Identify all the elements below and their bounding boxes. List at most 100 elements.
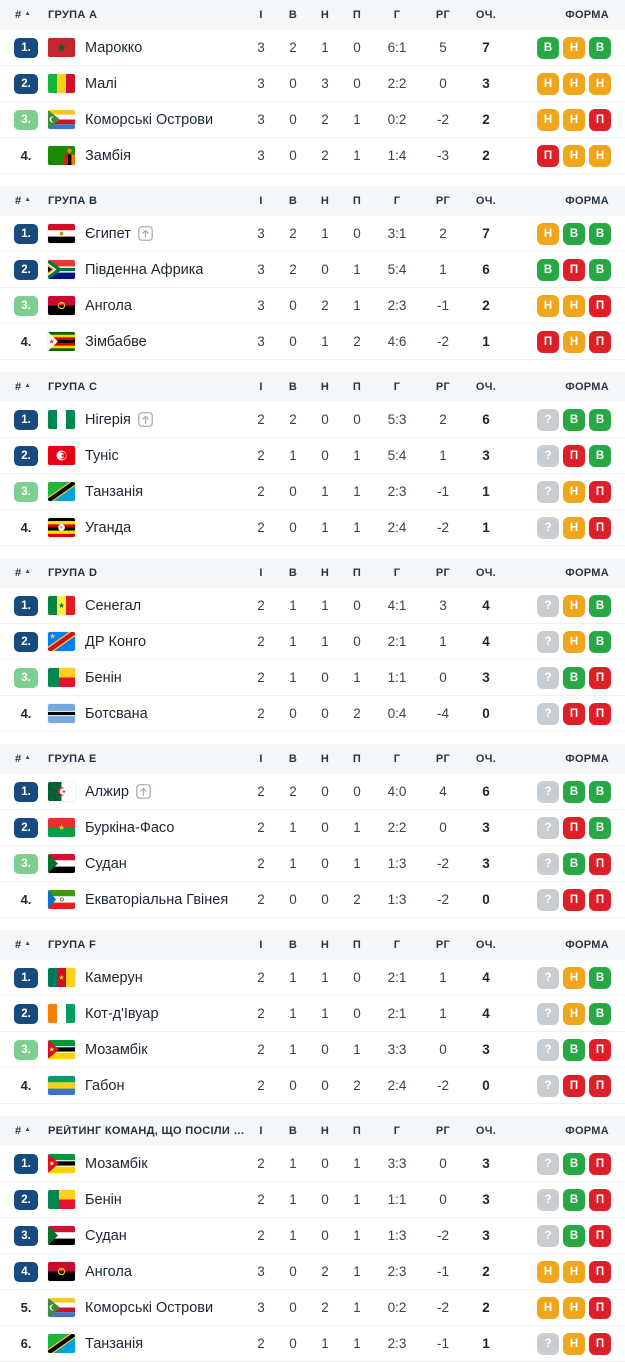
form-loss-badge[interactable]: П [563,888,585,911]
form-win-badge[interactable]: В [589,966,611,989]
form-unknown-badge[interactable]: ? [537,1038,559,1061]
team-row[interactable]: 1. Камерун 2 1 1 0 2:1 1 4 ? Н В [0,960,625,996]
form-win-badge[interactable]: В [589,258,611,281]
form-loss-badge[interactable]: П [589,294,611,317]
form-win-badge[interactable]: В [589,222,611,245]
team-name[interactable]: Габон [85,1077,125,1094]
form-loss-badge[interactable]: П [589,108,611,131]
team-row[interactable]: 3. Мозамбік 2 1 0 1 3:3 0 3 ? В П [0,1032,625,1068]
team-name[interactable]: Бенін [85,669,122,686]
form-loss-badge[interactable]: П [589,516,611,539]
form-unknown-badge[interactable]: ? [537,888,559,911]
form-loss-badge[interactable]: П [563,1074,585,1097]
form-loss-badge[interactable]: П [589,702,611,725]
team-name[interactable]: Бенін [85,1191,122,1208]
form-draw-badge[interactable]: Н [537,1296,559,1319]
form-win-badge[interactable]: В [563,1152,585,1175]
form-loss-badge[interactable]: П [563,444,585,467]
form-loss-badge[interactable]: П [589,1074,611,1097]
team-name[interactable]: Зімбабве [85,333,147,350]
form-loss-badge[interactable]: П [589,480,611,503]
team-row[interactable]: 4. Габон 2 0 0 2 2:4 -2 0 ? П П [0,1068,625,1104]
form-unknown-badge[interactable]: ? [537,1332,559,1355]
form-draw-badge[interactable]: Н [537,294,559,317]
team-name[interactable]: Судан [85,855,127,872]
form-loss-badge[interactable]: П [563,258,585,281]
sort-by-position[interactable]: # ▲ [0,381,46,393]
form-draw-badge[interactable]: Н [563,480,585,503]
team-row[interactable]: 3. Судан 2 1 0 1 1:3 -2 3 ? В П [0,1218,625,1254]
form-loss-badge[interactable]: П [563,702,585,725]
form-win-badge[interactable]: В [589,408,611,431]
form-loss-badge[interactable]: П [589,1152,611,1175]
team-name[interactable]: Нігерія [85,411,131,428]
form-draw-badge[interactable]: Н [537,72,559,95]
team-name[interactable]: Кот-д'Івуар [85,1005,159,1022]
team-name[interactable]: Південна Африка [85,261,204,278]
form-draw-badge[interactable]: Н [563,630,585,653]
form-win-badge[interactable]: В [563,780,585,803]
form-draw-badge[interactable]: Н [563,144,585,167]
team-name[interactable]: Судан [85,1227,127,1244]
form-unknown-badge[interactable]: ? [537,1188,559,1211]
team-row[interactable]: 2. Туніс 2 1 0 1 5:4 1 3 ? П В [0,438,625,474]
team-name[interactable]: Уганда [85,519,132,536]
team-row[interactable]: 3. Танзанія 2 0 1 1 2:3 -1 1 ? Н П [0,474,625,510]
form-unknown-badge[interactable]: ? [537,594,559,617]
team-name[interactable]: Буркіна-Фасо [85,819,175,836]
form-win-badge[interactable]: В [563,222,585,245]
form-unknown-badge[interactable]: ? [537,408,559,431]
sort-by-position[interactable]: # ▲ [0,939,46,951]
form-win-badge[interactable]: В [537,258,559,281]
form-draw-badge[interactable]: Н [537,108,559,131]
form-unknown-badge[interactable]: ? [537,852,559,875]
form-loss-badge[interactable]: П [589,1038,611,1061]
team-row[interactable]: 6. Танзанія 2 0 1 1 2:3 -1 1 ? Н П [0,1326,625,1362]
form-unknown-badge[interactable]: ? [537,630,559,653]
form-loss-badge[interactable]: П [589,666,611,689]
form-loss-badge[interactable]: П [537,144,559,167]
form-draw-badge[interactable]: Н [563,330,585,353]
team-name[interactable]: Ангола [85,297,132,314]
form-loss-badge[interactable]: П [589,1260,611,1283]
form-loss-badge[interactable]: П [589,1188,611,1211]
team-row[interactable]: 2. Кот-д'Івуар 2 1 1 0 2:1 1 4 ? Н В [0,996,625,1032]
team-name[interactable]: Алжир [85,783,129,800]
form-win-badge[interactable]: В [589,594,611,617]
team-name[interactable]: Коморські Острови [85,111,214,128]
team-row[interactable]: 1. Алжир 2 2 0 0 4:0 4 6 ? В В [0,774,625,810]
form-draw-badge[interactable]: Н [563,594,585,617]
form-draw-badge[interactable]: Н [563,1332,585,1355]
form-draw-badge[interactable]: Н [563,294,585,317]
team-row[interactable]: 4. Екваторіальна Гвінея 2 0 0 2 1:3 -2 0… [0,882,625,918]
form-loss-badge[interactable]: П [589,1224,611,1247]
form-loss-badge[interactable]: П [537,330,559,353]
form-loss-badge[interactable]: П [589,852,611,875]
form-draw-badge[interactable]: Н [589,144,611,167]
team-name[interactable]: Марокко [85,39,143,56]
form-unknown-badge[interactable]: ? [537,480,559,503]
form-draw-badge[interactable]: Н [563,1260,585,1283]
team-name[interactable]: Екваторіальна Гвінея [85,891,229,908]
form-win-badge[interactable]: В [563,1188,585,1211]
form-unknown-badge[interactable]: ? [537,444,559,467]
team-name[interactable]: Мозамбік [85,1155,148,1172]
team-row[interactable]: 1. Сенегал 2 1 1 0 4:1 3 4 ? Н В [0,588,625,624]
form-win-badge[interactable]: В [589,444,611,467]
team-name[interactable]: Замбія [85,147,132,164]
team-name[interactable]: Танзанія [85,1335,144,1352]
form-win-badge[interactable]: В [563,852,585,875]
form-draw-badge[interactable]: Н [589,72,611,95]
form-win-badge[interactable]: В [563,408,585,431]
team-row[interactable]: 2. Буркіна-Фасо 2 1 0 1 2:2 0 3 ? П В [0,810,625,846]
team-name[interactable]: ДР Конго [85,633,147,650]
